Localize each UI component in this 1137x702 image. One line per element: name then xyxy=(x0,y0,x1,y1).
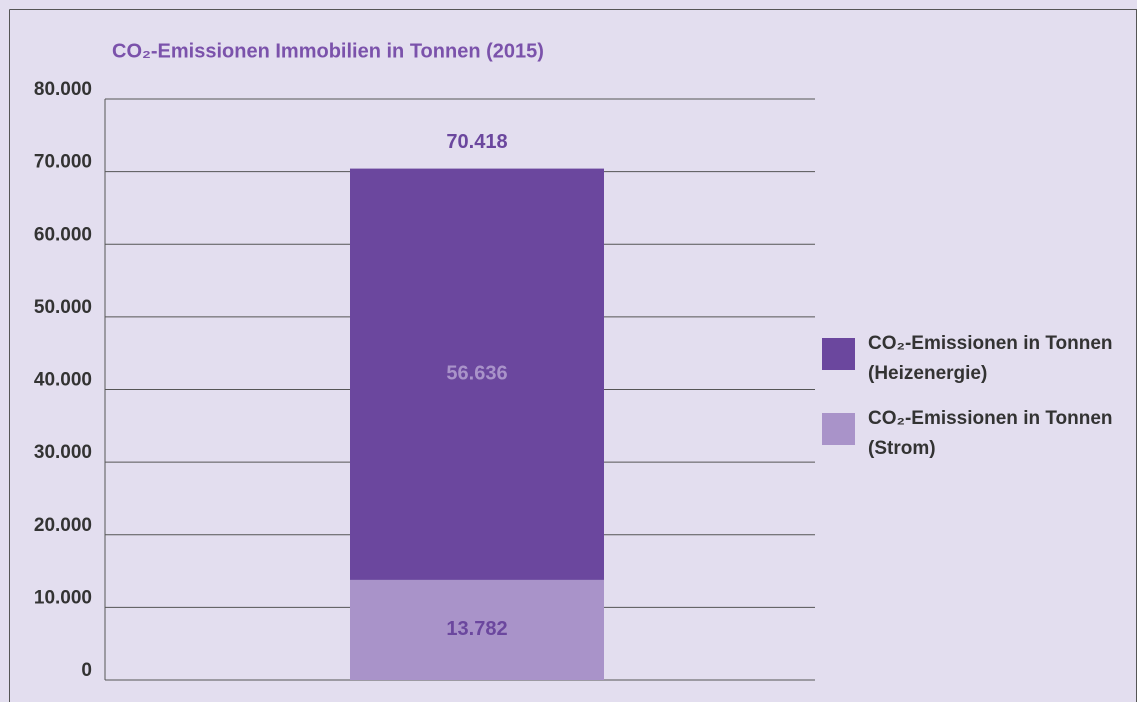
y-tick-label: 10.000 xyxy=(34,587,92,608)
y-tick-label: 80.000 xyxy=(34,79,92,100)
y-tick-label: 40.000 xyxy=(34,370,92,391)
legend-label: CO₂-Emissionen in Tonnen (Strom) xyxy=(868,408,1113,459)
y-tick-label: 30.000 xyxy=(34,442,92,463)
legend-swatch xyxy=(822,413,855,445)
value-label: 13.782 xyxy=(446,618,507,640)
y-tick-label: 0 xyxy=(81,660,92,681)
legend-swatch xyxy=(822,338,855,370)
value-label: 56.636 xyxy=(446,363,507,385)
total-label: 70.418 xyxy=(446,131,507,153)
y-tick-label: 70.000 xyxy=(34,152,92,173)
bar-segment xyxy=(350,579,604,680)
bar-segment xyxy=(350,168,604,580)
y-tick-label: 60.000 xyxy=(34,224,92,245)
y-tick-label: 50.000 xyxy=(34,297,92,318)
y-tick-label: 20.000 xyxy=(34,515,92,536)
chart-title: CO₂-Emissionen Immobilien in Tonnen (201… xyxy=(112,40,544,62)
legend-label: CO₂-Emissionen in Tonnen (Heizenergie) xyxy=(868,333,1113,384)
